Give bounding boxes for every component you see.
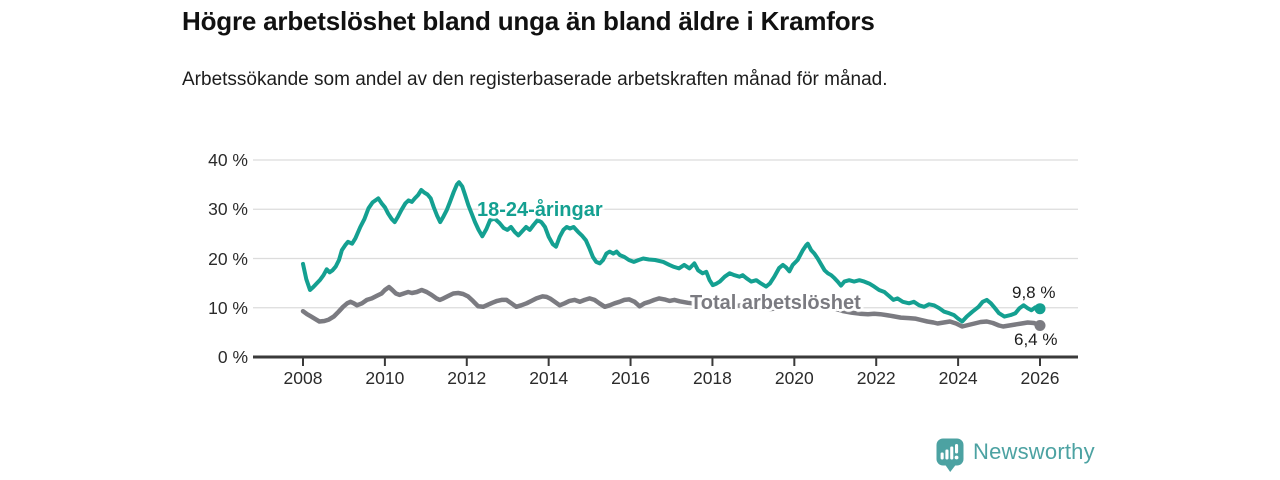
x-tick-label: 2022 <box>856 368 896 388</box>
end-dot-18-24-ringar <box>1034 303 1046 315</box>
x-tick-label: 2020 <box>774 368 814 388</box>
x-tick-label: 2008 <box>283 368 323 388</box>
newsworthy-logo-icon <box>936 438 964 472</box>
x-tick-label: 2012 <box>447 368 487 388</box>
series-label-young: 18-24-åringar <box>477 199 603 221</box>
x-tick-label: 2014 <box>529 368 569 388</box>
y-tick-label: 10 % <box>208 297 248 318</box>
x-tick-label: 2024 <box>938 368 978 388</box>
y-tick-label: 30 % <box>208 199 248 220</box>
series-label-total: Total arbetslöshet <box>690 292 861 314</box>
newsworthy-logo: Newsworthy <box>936 437 1095 473</box>
page-title: Högre arbetslöshet bland unga än bland ä… <box>182 6 875 36</box>
series-line-total-arbetsl-shet <box>300 284 1043 329</box>
y-tick-label: 20 % <box>208 248 248 269</box>
end-dot-total-arbetsl-shet <box>1034 320 1046 331</box>
y-tick-label: 0 % <box>217 347 248 367</box>
x-tick-label: 2026 <box>1020 368 1060 388</box>
x-tick-label: 2018 <box>692 368 732 388</box>
series-line-18-24-ringar <box>301 180 1042 324</box>
y-tick-label: 40 % <box>208 150 248 170</box>
x-tick-label: 2010 <box>365 368 405 388</box>
newsworthy-logo-text: Newsworthy <box>973 439 1095 464</box>
x-tick-label: 2016 <box>611 368 651 388</box>
page-subtitle: Arbetssökande som andel av den registerb… <box>182 69 888 90</box>
end-value-label-total: 6,4 % <box>1014 330 1058 349</box>
end-value-label-young: 9,8 % <box>1012 283 1056 302</box>
